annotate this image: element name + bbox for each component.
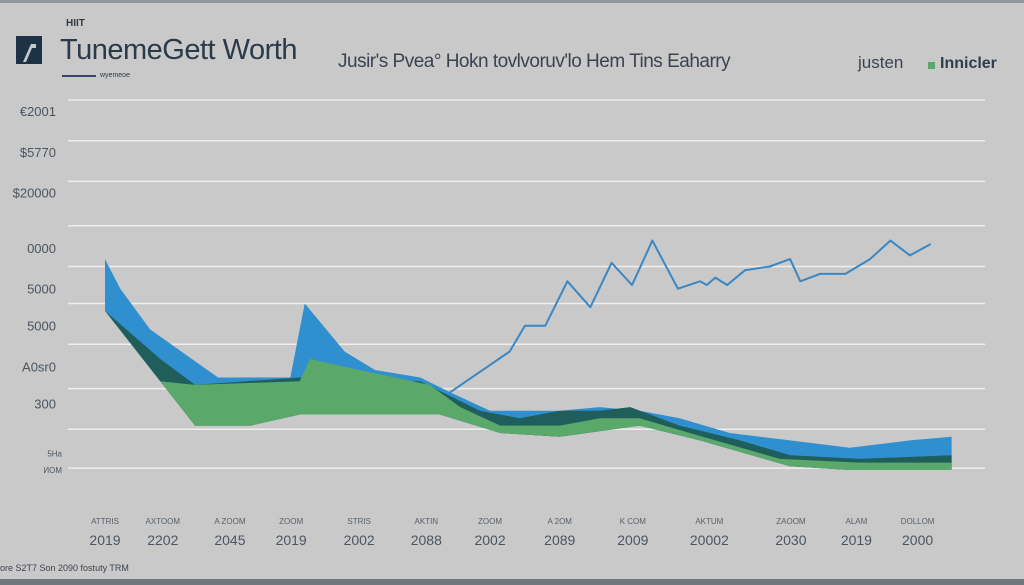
chart-subtitle: wyemeoe [100,72,130,79]
y-tick-label: 5000 [27,282,56,297]
data-point [744,269,746,272]
data-point [566,280,569,283]
x-tick-sublabel: A 2OM [548,517,573,526]
x-tick-sublabel: STRIS [347,517,371,526]
data-point [789,258,791,260]
y-tick-label: 300 [34,396,56,411]
area-blue-area [105,259,952,470]
data-point [819,273,821,275]
data-point [706,284,708,286]
y-tick-label: $20000 [13,186,56,201]
x-tick-sublabel: K COM [620,517,647,526]
x-tick-sublabel: A ZOOM [214,517,245,526]
data-point [799,280,802,283]
data-point [714,276,717,279]
x-tick-label: 2019 [841,532,872,548]
data-point [768,265,771,268]
title-underline [62,75,96,77]
x-tick-sublabel: ZOOM [279,517,303,526]
data-point [524,324,526,327]
chart-title: TunemeGett Worth [60,34,298,66]
x-tick-sublabel: ALAM [846,517,868,526]
data-point [869,258,871,260]
legend-item-right: Innicler [940,55,997,72]
y-tick-label: $5770 [20,145,56,160]
x-tick-label: 2002 [344,532,375,548]
x-tick-label: 2045 [214,532,245,548]
y-tick-label: ИОМ [43,466,62,475]
x-tick-label: 2009 [617,532,648,548]
y-tick-label: 0000 [27,241,56,256]
data-point [631,284,633,286]
data-point [651,239,654,242]
x-tick-sublabel: DOLLOM [901,517,935,526]
area-green-area [160,359,952,470]
legend-item-left: justen [858,53,904,72]
y-tick-label: 5000 [27,319,56,334]
data-point [589,306,592,309]
data-point [929,243,932,246]
data-point [699,280,701,283]
x-tick-sublabel: AXTOOM [146,517,181,526]
data-point [844,273,847,275]
y-tick-label: €2001 [20,104,56,119]
chart-footer: ore S2T7 Son 2090 fostuty TRM [0,563,129,573]
x-tick-sublabel: AKTUM [695,517,723,526]
x-tick-sublabel: ZOOM [478,517,502,526]
x-tick-sublabel: ZAOOM [776,517,806,526]
line-blue-line [449,239,931,394]
data-point [508,350,511,353]
x-tick-label: 2002 [474,532,505,548]
legend-swatch-green [928,62,935,69]
x-tick-sublabel: ATTRIS [91,517,119,526]
data-point [610,262,613,264]
x-tick-label: 2089 [544,532,575,548]
x-tick-sublabel: AKTIN [415,517,439,526]
data-point [909,254,911,257]
data-point [544,324,547,327]
chart-headline: Jusir's Pvea° Hokn tovlvoruv'lo Hem Tins… [338,51,731,72]
header-small-label: HIIT [66,18,85,29]
y-tick-label: 5Ha [47,450,62,459]
x-tick-label: 2019 [89,532,120,548]
data-point [889,239,892,242]
x-tick-label: 2202 [147,532,178,548]
x-tick-label: 2030 [775,532,806,548]
data-point [449,391,451,394]
data-point [726,284,728,286]
logo-icon [16,36,42,64]
y-tick-label: A0sr0 [22,359,56,374]
x-tick-label: 2088 [411,532,442,548]
x-tick-label: 2019 [276,532,307,548]
x-tick-label: 20002 [690,532,729,548]
data-point [677,287,679,290]
x-tick-label: 2000 [902,532,933,548]
